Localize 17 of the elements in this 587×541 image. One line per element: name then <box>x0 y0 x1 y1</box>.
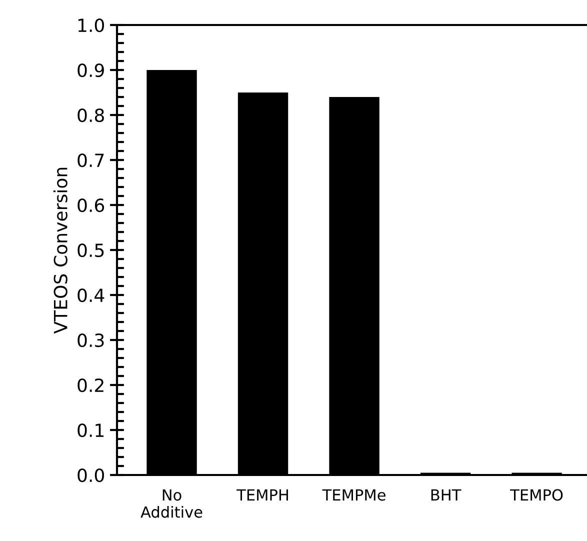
y-tick-label: 0.3 <box>78 333 104 348</box>
y-tick-label: 0.6 <box>78 198 104 212</box>
x-tick-label: TEMPMe <box>322 489 386 501</box>
y-tick-label: 0.9 <box>78 63 104 78</box>
y-tick-label: 1.0 <box>78 18 104 32</box>
y-axis-title: VTEOS Conversion <box>53 168 68 334</box>
x-tick-label: BHT <box>431 489 462 500</box>
x-tick-label: TEMPO <box>510 489 563 501</box>
y-tick-label: 0.8 <box>78 108 104 122</box>
x-tick-label: No Additive <box>140 489 202 518</box>
y-tick-label: 0.1 <box>78 423 104 438</box>
x-tick-label: TEMPH <box>236 489 288 500</box>
y-tick-label: 0.4 <box>78 288 104 302</box>
y-tick-label: 0.2 <box>78 378 104 392</box>
y-tick-label: 0.0 <box>78 468 104 482</box>
y-tick-label: 0.7 <box>78 153 104 168</box>
y-tick-label: 0.5 <box>78 243 104 258</box>
